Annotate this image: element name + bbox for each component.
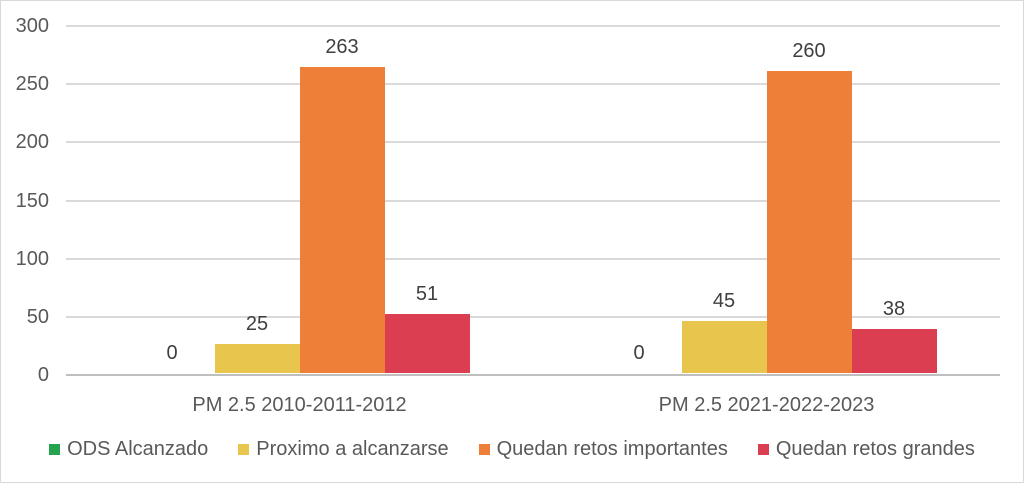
- bar: [851, 328, 937, 373]
- legend-item: ODS Alcanzado: [49, 438, 208, 461]
- y-tick-label: 50: [26, 305, 49, 328]
- y-tick-label: 200: [15, 131, 49, 154]
- legend-item: Proximo a alcanzarse: [238, 437, 449, 461]
- gridline: [66, 315, 1000, 318]
- bar: [766, 70, 852, 373]
- legend-swatch-icon: [49, 443, 61, 455]
- bar: [384, 313, 470, 373]
- x-axis-line: [66, 374, 1000, 376]
- legend: ODS Alcanzado Proximo a alcanzarse Quedan …: [1, 436, 1023, 462]
- x-axis-label: PM 2.5 2021-2022-2023: [658, 394, 875, 416]
- data-label: 38: [882, 297, 906, 320]
- legend-item: Quedan retos grandes: [757, 437, 975, 461]
- gridline: [66, 25, 1000, 27]
- gridline: [66, 83, 1000, 86]
- bar: [681, 320, 767, 373]
- legend-swatch-icon: [757, 443, 769, 455]
- data-label: 25: [245, 312, 269, 335]
- legend-swatch-icon: [478, 443, 490, 455]
- y-tick-label: 150: [15, 189, 49, 212]
- data-label: 45: [712, 289, 736, 312]
- legend-item: Quedan retos importantes: [478, 437, 728, 461]
- data-label: 260: [792, 39, 826, 62]
- x-axis-label: PM 2.5 2010-2011-2012: [192, 394, 407, 416]
- gridline: [66, 257, 1000, 260]
- legend-swatch-icon: [238, 443, 250, 455]
- bar: [214, 343, 300, 373]
- gridline: [66, 199, 1000, 202]
- gridline: [66, 141, 1000, 144]
- data-label: 0: [633, 342, 645, 364]
- legend-label: Proximo a alcanzarse: [256, 437, 449, 460]
- legend-label: ODS Alcanzado: [67, 437, 209, 460]
- data-label: 263: [325, 36, 359, 59]
- data-label: 51: [415, 282, 439, 305]
- legend-label: Quedan retos importantes: [496, 437, 728, 460]
- y-tick-label: 250: [15, 73, 49, 96]
- data-label: 0: [166, 342, 178, 364]
- y-tick-label: 100: [15, 247, 49, 270]
- y-tick-label: 0: [37, 364, 49, 386]
- bar: [299, 67, 385, 373]
- y-tick-label: 300: [15, 15, 49, 37]
- legend-label: Quedan retos grandes: [775, 437, 975, 460]
